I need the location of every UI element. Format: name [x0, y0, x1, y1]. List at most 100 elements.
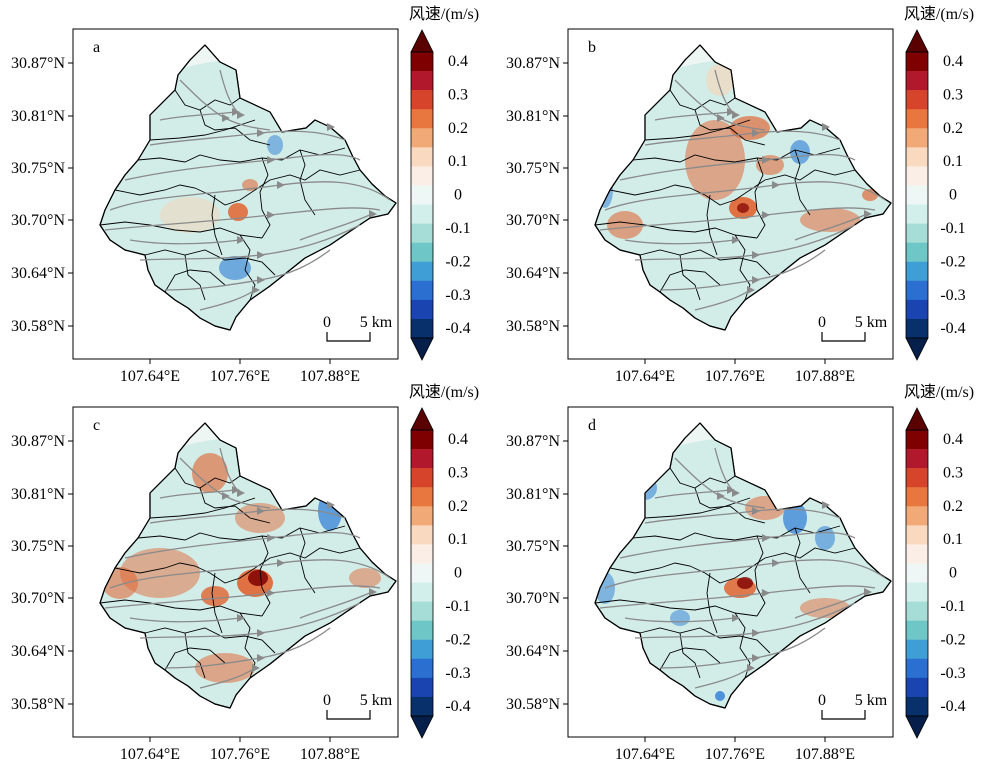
- streamline-arrow-icon: [232, 108, 240, 116]
- wind-streamline: [654, 111, 731, 121]
- colorbar-tick-label: 0.4: [943, 53, 963, 70]
- lat-tick-label: 30.87°N: [506, 55, 560, 72]
- lat-tick-label: 30.64°N: [11, 265, 65, 282]
- colorbar-outline: [410, 51, 434, 339]
- colorbar-max-arrow: [905, 29, 929, 53]
- county-boundary: [632, 147, 841, 163]
- colorbar-title: 风速/(m/s): [409, 5, 479, 23]
- streamline-arrow-icon: [864, 210, 872, 218]
- colorbar-tick-label: 0.3: [943, 464, 963, 481]
- colorbar-segment: [906, 658, 928, 679]
- colorbar-segment: [411, 449, 433, 469]
- colorbar-segment: [906, 487, 928, 507]
- colorbar-tick-label: -0.4: [445, 320, 470, 337]
- colorbar-segment: [906, 639, 928, 660]
- colorbar-outline: [905, 429, 929, 717]
- wind-streamline: [109, 559, 391, 589]
- lat-tick-label: 30.87°N: [506, 433, 560, 450]
- colorbar-tick-label: 0.2: [448, 498, 468, 515]
- county-boundary: [149, 119, 256, 141]
- wind-streamline: [624, 239, 736, 245]
- streamline-arrow-icon: [369, 588, 377, 596]
- neg-patch: [670, 610, 690, 626]
- colorbar-tick-label: -0.1: [445, 220, 470, 237]
- county-boundary: [199, 109, 271, 146]
- colorbar-tick-label: -0.2: [940, 253, 965, 270]
- county-boundary: [144, 627, 276, 654]
- county-boundary: [694, 487, 766, 524]
- colorbar-segment: [906, 696, 928, 717]
- lon-tick-label: 107.64°E: [615, 368, 675, 385]
- colorbar-min-arrow: [410, 715, 434, 739]
- colorbar-segment: [411, 223, 433, 243]
- lat-tick-label: 30.75°N: [11, 538, 65, 555]
- wind-streamline: [299, 213, 373, 241]
- lon-tick-label: 107.64°E: [120, 368, 180, 385]
- streamline-arrow-icon: [752, 629, 760, 637]
- county-boundary: [794, 149, 811, 216]
- lon-tick-label: 107.76°E: [705, 746, 765, 763]
- pos-patch: [201, 586, 229, 606]
- colorbar-segment: [411, 280, 433, 301]
- streamline-arrow-icon: [752, 251, 760, 259]
- lon-tick-label: 107.88°E: [300, 746, 360, 763]
- colorbar-segment: [906, 52, 928, 72]
- streamline-arrow-icon: [267, 156, 275, 164]
- scale-bar: [326, 332, 371, 342]
- colorbar-segment: [906, 223, 928, 243]
- colorbar-tick-label: -0.4: [940, 698, 965, 715]
- colorbar-segment: [906, 185, 928, 205]
- streamline-arrow-icon: [762, 589, 770, 597]
- streamline-arrow-icon: [864, 588, 872, 596]
- county-boundary: [164, 647, 226, 671]
- county-boundary: [679, 254, 701, 301]
- colorbar-tick-label: -0.1: [940, 598, 965, 615]
- pos-patch: [228, 203, 248, 221]
- streamline-arrow-icon: [717, 114, 725, 122]
- county-boundary: [659, 269, 721, 293]
- streamline-arrow-icon: [252, 286, 260, 294]
- colorbar-segment: [411, 261, 433, 282]
- scale-bar-zero: 0: [323, 314, 331, 331]
- wind-streamline: [604, 559, 886, 589]
- colorbar-segment: [906, 430, 928, 450]
- wind-streamline: [624, 617, 736, 623]
- wind-streamline: [619, 153, 856, 181]
- lat-tick-label: 30.75°N: [506, 160, 560, 177]
- colorbar-segment: [906, 506, 928, 526]
- streamline-arrow-icon: [232, 486, 240, 494]
- streamline-arrow-icon: [267, 534, 275, 542]
- streamline-arrow-icon: [747, 286, 755, 294]
- neg-patch: [267, 135, 283, 155]
- streamline-arrow-icon: [772, 181, 780, 189]
- map-frame: [72, 28, 399, 360]
- colorbar-segment: [411, 128, 433, 148]
- colorbar-tick-label: -0.3: [445, 665, 470, 682]
- streamline-arrow-icon: [772, 559, 780, 567]
- county-boundary: [114, 184, 211, 196]
- colorbar-tick-label: -0.3: [445, 287, 470, 304]
- colorbar-segment: [411, 601, 433, 621]
- county-boundary: [632, 525, 841, 541]
- map-figure: c 30.87°N 30.81°N 30.75°N 30.70°N 30.64°N 30.5…: [11, 383, 479, 763]
- strong-pos-patch: [248, 570, 268, 586]
- streamline-arrow-icon: [277, 559, 285, 567]
- map-figure: d 30.87°N 30.81°N 30.75°N 30.70°N 30.64°N 30.5…: [506, 383, 974, 763]
- colorbar-segment: [906, 620, 928, 641]
- colorbar-title: 风速/(m/s): [904, 5, 974, 23]
- map-figure: b 30.87°N 30.81°N 30.75°N 30.70°N 30.64°N 30.5…: [506, 5, 974, 385]
- colorbar-tick-label: 0.3: [448, 86, 468, 103]
- pos-patch: [235, 503, 285, 533]
- wind-streamline: [159, 111, 236, 121]
- wind-streamline: [694, 289, 751, 311]
- strong-pos-patch: [737, 577, 753, 589]
- colorbar-segment: [906, 601, 928, 621]
- county-boundary: [211, 194, 223, 256]
- colorbar-min-arrow: [410, 337, 434, 361]
- study-area-outline: [99, 44, 397, 331]
- colorbar-segment: [411, 109, 433, 129]
- weak-pos-patch: [160, 197, 220, 233]
- lat-tick-label: 30.70°N: [11, 590, 65, 607]
- streamline-arrow-icon: [752, 129, 760, 137]
- streamline-arrow-icon: [327, 123, 335, 131]
